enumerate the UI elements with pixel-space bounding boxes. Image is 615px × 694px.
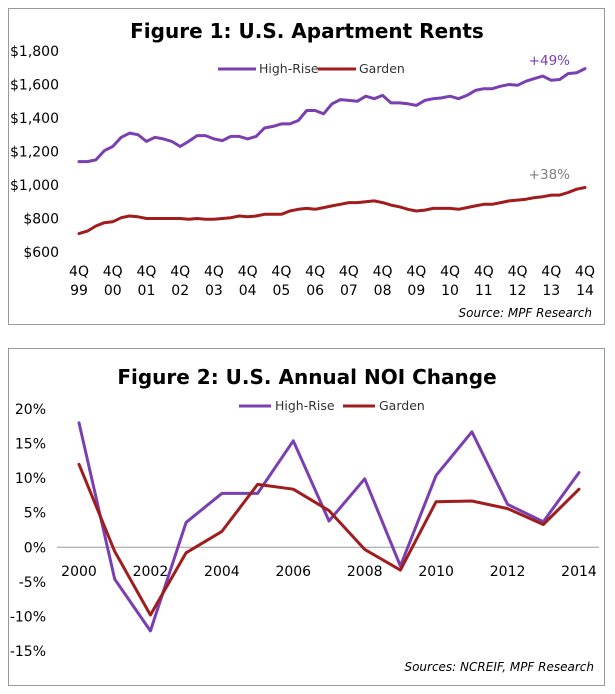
- legend-label-garden: Garden: [359, 61, 405, 76]
- x-tick-label-top: 4Q: [170, 264, 190, 280]
- x-tick-label-top: 4Q: [508, 264, 528, 280]
- x-tick-label-top: 4Q: [440, 264, 460, 280]
- x-tick-label-top: 4Q: [406, 264, 426, 280]
- x-tick-label-bottom: 10: [441, 283, 459, 299]
- series-line-garden: [77, 186, 587, 236]
- x-tick-label: 2006: [275, 564, 311, 580]
- y-tick-label: -10%: [10, 609, 46, 625]
- garden-growth-label: +38%: [529, 167, 570, 183]
- y-tick-label: $1,600: [10, 78, 59, 94]
- x-tick-label-top: 4Q: [474, 264, 494, 280]
- x-tick-label: 2004: [204, 564, 240, 580]
- x-tick-label-bottom: 14: [576, 283, 594, 299]
- y-tick-label: -5%: [19, 575, 46, 591]
- figure-1-title: Figure 1: U.S. Apartment Rents: [130, 19, 484, 43]
- x-tick-label-top: 4Q: [136, 264, 156, 280]
- x-tick-label: 2002: [133, 564, 169, 580]
- y-tick-label: $600: [23, 245, 59, 261]
- x-tick-label-bottom: 02: [171, 283, 189, 299]
- figure-2-title: Figure 2: U.S. Annual NOI Change: [117, 365, 496, 389]
- series-line-garden: [77, 462, 581, 617]
- y-tick-label: 0%: [24, 540, 46, 556]
- figure-1-legend: High-Rise Garden: [218, 61, 405, 76]
- y-tick-label: -15%: [10, 644, 46, 660]
- x-tick-label-bottom: 00: [104, 283, 122, 299]
- y-tick-label: $1,800: [10, 44, 59, 60]
- x-tick-label: 2014: [561, 564, 597, 580]
- x-tick-label-top: 4Q: [373, 264, 393, 280]
- figure-1-chart: Figure 1: U.S. Apartment Rents $600 $800 $…: [10, 19, 595, 320]
- y-tick-label: $800: [23, 212, 59, 228]
- x-tick-label-top: 4Q: [271, 264, 291, 280]
- legend-label-highrise: High-Rise: [259, 61, 319, 76]
- x-tick-label-top: 4Q: [69, 264, 89, 280]
- x-tick-label-bottom: 03: [205, 283, 223, 299]
- figure-1-panel: Figure 1: U.S. Apartment Rents $600 $800 $…: [8, 8, 605, 325]
- figure-2-panel: Figure 2: U.S. Annual NOI Change -15% -10…: [8, 348, 605, 686]
- legend-label-garden: Garden: [379, 398, 425, 413]
- figure-1-source: Source: MPF Research: [459, 306, 593, 320]
- x-tick-label-bottom: 06: [306, 283, 324, 299]
- x-tick-label-top: 4Q: [103, 264, 123, 280]
- x-tick-label-top: 4Q: [305, 264, 325, 280]
- x-tick-label-top: 4Q: [204, 264, 224, 280]
- x-tick-label-bottom: 13: [542, 283, 560, 299]
- x-tick-label: 2000: [61, 564, 97, 580]
- x-tick-label: 2012: [490, 564, 526, 580]
- y-tick-label: $1,400: [10, 111, 59, 127]
- x-tick-label-bottom: 05: [272, 283, 290, 299]
- y-tick-label: 20%: [15, 402, 46, 418]
- y-tick-label: 5%: [24, 506, 46, 522]
- x-tick-label-bottom: 11: [475, 283, 493, 299]
- x-tick-label: 2010: [418, 564, 454, 580]
- series-line-highrise: [77, 421, 581, 633]
- x-tick-label-bottom: 07: [340, 283, 358, 299]
- y-tick-label: $1,200: [10, 145, 59, 161]
- y-tick-label: 15%: [15, 437, 46, 453]
- legend-label-highrise: High-Rise: [275, 398, 335, 413]
- x-tick-label-top: 4Q: [238, 264, 258, 280]
- x-tick-label-top: 4Q: [541, 264, 561, 280]
- highrise-growth-label: +49%: [529, 53, 570, 69]
- x-tick-label-top: 4Q: [339, 264, 359, 280]
- figure-2-source: Sources: NCREIF, MPF Research: [404, 660, 594, 674]
- x-tick-label-top: 4Q: [575, 264, 595, 280]
- y-tick-label: $1,000: [10, 178, 59, 194]
- figure-2-chart: Figure 2: U.S. Annual NOI Change -15% -10…: [10, 365, 599, 674]
- series-line-highrise: [77, 67, 587, 164]
- x-tick-label-bottom: 01: [138, 283, 156, 299]
- x-tick-label-bottom: 09: [407, 283, 425, 299]
- x-tick-label: 2008: [347, 564, 383, 580]
- figure-2-legend: High-Rise Garden: [239, 398, 425, 413]
- x-tick-label-bottom: 04: [239, 283, 257, 299]
- y-tick-label: 10%: [15, 471, 46, 487]
- x-tick-label-bottom: 08: [374, 283, 392, 299]
- x-tick-label-bottom: 12: [509, 283, 527, 299]
- x-tick-label-bottom: 99: [70, 283, 88, 299]
